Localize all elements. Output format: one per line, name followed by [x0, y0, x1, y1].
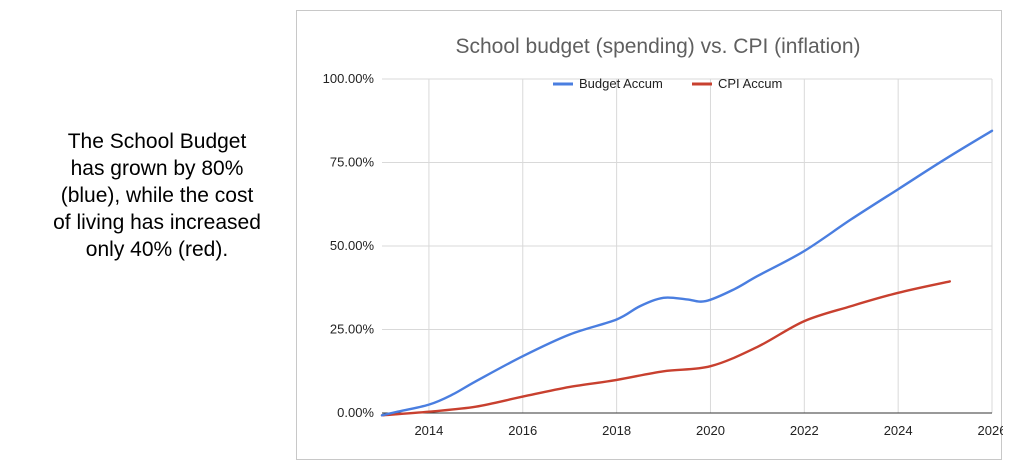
grid-layer [382, 78, 993, 413]
x-tick-label: 2022 [790, 423, 819, 438]
axis-layer: 0.00% 25.00% 50.00% 75.00% 100.00% 2014 2016 20… [323, 71, 1003, 438]
x-tick-label: 2016 [508, 423, 537, 438]
x-tick-label: 2014 [414, 423, 443, 438]
y-tick-label: 75.00% [330, 155, 375, 170]
series-line-cpi [380, 280, 951, 417]
y-tick-label: 25.00% [330, 322, 375, 337]
y-tick-label: 0.00% [337, 405, 374, 420]
y-tick-label: 100.00% [323, 71, 375, 86]
x-tick-label: 2018 [602, 423, 631, 438]
caption-line: of living has increased [53, 211, 261, 234]
x-tick-label: 2020 [696, 423, 725, 438]
caption-line: has grown by 80% [70, 157, 244, 180]
chart-title: School budget (spending) vs. CPI (inflat… [455, 35, 860, 58]
caption-line: (blue), while the cost [60, 184, 254, 207]
legend-label-cpi: CPI Accum [718, 76, 782, 91]
legend: Budget Accum CPI Accum [553, 76, 782, 91]
caption-text: The School Budget has grown by 80% (blue… [22, 128, 292, 263]
legend-label-budget: Budget Accum [579, 76, 663, 91]
x-tick-label: 2024 [884, 423, 913, 438]
caption-line: only 40% (red). [85, 238, 229, 261]
chart-frame: School budget (spending) vs. CPI (inflat… [296, 10, 1003, 460]
series-layer [380, 129, 994, 417]
x-tick-label: 2026 [978, 423, 1003, 438]
y-tick-label: 50.00% [330, 238, 375, 253]
line-chart: School budget (spending) vs. CPI (inflat… [323, 35, 1003, 438]
caption-line: The School Budget [67, 130, 247, 153]
series-line-budget [380, 129, 994, 417]
